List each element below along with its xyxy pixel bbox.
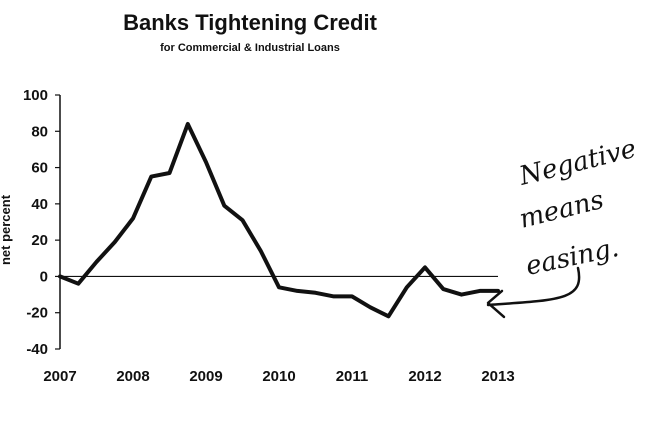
y-tick-label: 100 — [23, 87, 48, 104]
x-tick-label: 2013 — [481, 368, 514, 385]
y-tick-labels: 100 80 60 40 20 0 -20 -40 — [23, 87, 48, 358]
x-tick-label: 2008 — [116, 368, 149, 385]
chart-subtitle: for Commercial & Industrial Loans — [160, 42, 340, 54]
y-tick-label: 20 — [31, 232, 48, 249]
y-tick-label: 80 — [31, 123, 48, 140]
annotation-text-line: easing. — [523, 233, 621, 282]
series-group — [58, 122, 500, 319]
y-axis-label: net percent — [0, 194, 13, 265]
annotation-text-line: Negative — [515, 134, 639, 192]
x-tick-label: 2007 — [43, 368, 76, 385]
annotation-arrowhead — [486, 289, 506, 319]
y-tick-label: 60 — [31, 160, 48, 177]
chart-title: Banks Tightening Credit — [123, 10, 377, 35]
y-tick-label: -40 — [26, 341, 48, 358]
x-tick-labels: 2007 2008 2009 2010 2011 2012 2013 — [43, 368, 514, 385]
axes — [55, 94, 498, 350]
x-tick-label: 2012 — [408, 368, 441, 385]
y-tick-label: 40 — [31, 196, 48, 213]
series-line — [58, 122, 500, 319]
x-tick-label: 2010 — [262, 368, 295, 385]
x-tick-label: 2009 — [189, 368, 222, 385]
x-tick-label: 2011 — [336, 368, 369, 385]
annotation-text-line: means — [516, 185, 606, 235]
annotation-arrow-line — [486, 266, 581, 307]
y-tick-label: 0 — [40, 268, 48, 285]
y-tick-label: -20 — [26, 305, 48, 322]
